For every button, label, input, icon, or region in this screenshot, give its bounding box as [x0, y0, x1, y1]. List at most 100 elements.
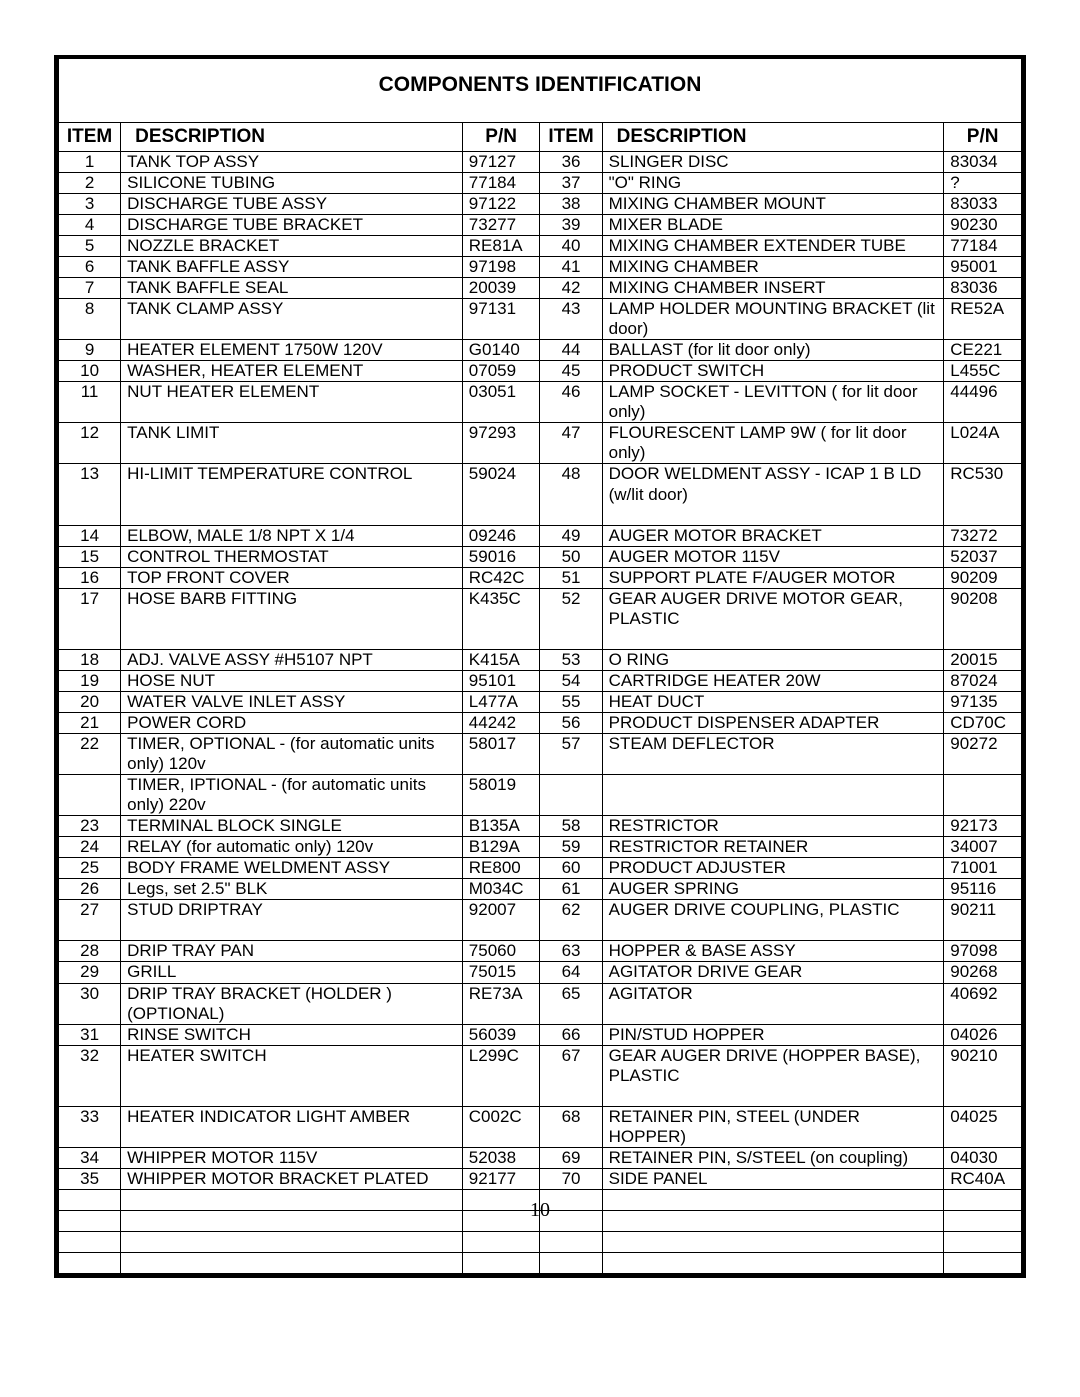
table-row: 27STUD DRIPTRAY9200762AUGER DRIVE COUPLI…	[59, 900, 1022, 941]
item-desc: TANK TOP ASSY	[121, 151, 463, 172]
item-pn: 97135	[944, 691, 1022, 712]
table-row: 1TANK TOP ASSY9712736SLINGER DISC83034	[59, 151, 1022, 172]
item-pn: L299C	[462, 1045, 540, 1106]
header-row: ITEM DESCRIPTION P/N ITEM DESCRIPTION P/…	[59, 122, 1022, 151]
item-num: 69	[540, 1147, 602, 1168]
table-row: 8TANK CLAMP ASSY9713143LAMP HOLDER MOUNT…	[59, 299, 1022, 340]
item-num: 59	[540, 837, 602, 858]
table-row: 31RINSE SWITCH5603966PIN/STUD HOPPER0402…	[59, 1024, 1022, 1045]
table-row: 7TANK BAFFLE SEAL2003942MIXING CHAMBER I…	[59, 278, 1022, 299]
components-table: COMPONENTS IDENTIFICATION ITEM DESCRIPTI…	[58, 59, 1022, 1274]
item-pn: 83034	[944, 151, 1022, 172]
item-desc: AUGER MOTOR 115V	[602, 546, 944, 567]
header-item-left: ITEM	[59, 122, 121, 151]
item-desc: TANK BAFFLE SEAL	[121, 278, 463, 299]
item-num: 13	[59, 464, 121, 525]
item-desc: PRODUCT ADJUSTER	[602, 858, 944, 879]
item-desc: Legs, set 2.5" BLK	[121, 879, 463, 900]
item-desc: MIXING CHAMBER INSERT	[602, 278, 944, 299]
table-border: COMPONENTS IDENTIFICATION ITEM DESCRIPTI…	[54, 55, 1026, 1278]
item-num: 22	[59, 733, 121, 774]
item-pn: L024A	[944, 423, 1022, 464]
item-pn: 20015	[944, 649, 1022, 670]
item-num: 7	[59, 278, 121, 299]
table-row: 10WASHER, HEATER ELEMENT0705945PRODUCT S…	[59, 361, 1022, 382]
item-pn: 71001	[944, 858, 1022, 879]
item-num: 2	[59, 172, 121, 193]
item-num: 30	[59, 983, 121, 1024]
table-row: 20WATER VALVE INLET ASSYL477A55HEAT DUCT…	[59, 691, 1022, 712]
item-pn: 44496	[944, 382, 1022, 423]
item-desc: DRIP TRAY BRACKET (HOLDER )(OPTIONAL)	[121, 983, 463, 1024]
item-pn: RC530	[944, 464, 1022, 525]
table-row: 30DRIP TRAY BRACKET (HOLDER )(OPTIONAL)R…	[59, 983, 1022, 1024]
item-desc	[602, 775, 944, 816]
item-num: 65	[540, 983, 602, 1024]
table-row: 13HI-LIMIT TEMPERATURE CONTROL5902448DOO…	[59, 464, 1022, 525]
item-num: 6	[59, 257, 121, 278]
item-pn: 59016	[462, 546, 540, 567]
item-desc: GEAR AUGER DRIVE (HOPPER BASE), PLASTIC	[602, 1045, 944, 1106]
table-row: 29GRILL7501564AGITATOR DRIVE GEAR90268	[59, 962, 1022, 983]
item-pn: 03051	[462, 382, 540, 423]
item-num: 41	[540, 257, 602, 278]
item-desc: HOSE BARB FITTING	[121, 588, 463, 649]
item-pn: 97198	[462, 257, 540, 278]
item-pn: RE81A	[462, 235, 540, 256]
table-row: 14ELBOW, MALE 1/8 NPT X 1/40924649AUGER …	[59, 525, 1022, 546]
item-desc: HOSE NUT	[121, 670, 463, 691]
item-pn: 52038	[462, 1147, 540, 1168]
item-num: 32	[59, 1045, 121, 1106]
header-desc-left: DESCRIPTION	[121, 122, 463, 151]
item-desc: AUGER SPRING	[602, 879, 944, 900]
item-pn: RE52A	[944, 299, 1022, 340]
item-desc: FLOURESCENT LAMP 9W ( for lit door only)	[602, 423, 944, 464]
item-desc: GRILL	[121, 962, 463, 983]
item-num: 66	[540, 1024, 602, 1045]
table-row: 18ADJ. VALVE ASSY #H5107 NPTK415A53O RIN…	[59, 649, 1022, 670]
item-num: 64	[540, 962, 602, 983]
table-row: 3DISCHARGE TUBE ASSY9712238MIXING CHAMBE…	[59, 193, 1022, 214]
item-pn: 75015	[462, 962, 540, 983]
item-desc: O RING	[602, 649, 944, 670]
item-pn: B129A	[462, 837, 540, 858]
item-num: 11	[59, 382, 121, 423]
item-desc: MIXING CHAMBER EXTENDER TUBE	[602, 235, 944, 256]
item-num: 28	[59, 941, 121, 962]
item-pn: 75060	[462, 941, 540, 962]
item-num: 20	[59, 691, 121, 712]
table-row: 9HEATER ELEMENT 1750W 120VG014044BALLAST…	[59, 340, 1022, 361]
item-pn: 90272	[944, 733, 1022, 774]
item-desc: TANK BAFFLE ASSY	[121, 257, 463, 278]
item-pn: 90209	[944, 567, 1022, 588]
table-row: 17HOSE BARB FITTINGK435C52GEAR AUGER DRI…	[59, 588, 1022, 649]
item-desc: STUD DRIPTRAY	[121, 900, 463, 941]
item-desc: RETAINER PIN, S/STEEL (on coupling)	[602, 1147, 944, 1168]
item-desc: SLINGER DISC	[602, 151, 944, 172]
item-num: 5	[59, 235, 121, 256]
item-desc: DRIP TRAY PAN	[121, 941, 463, 962]
item-num: 4	[59, 214, 121, 235]
page: COMPONENTS IDENTIFICATION ITEM DESCRIPTI…	[0, 0, 1080, 1397]
item-num: 67	[540, 1045, 602, 1106]
item-desc: MIXING CHAMBER	[602, 257, 944, 278]
item-pn: K415A	[462, 649, 540, 670]
item-pn: CE221	[944, 340, 1022, 361]
item-pn: 58017	[462, 733, 540, 774]
item-num: 60	[540, 858, 602, 879]
item-desc: NUT HEATER ELEMENT	[121, 382, 463, 423]
item-num	[59, 775, 121, 816]
item-desc: AUGER MOTOR BRACKET	[602, 525, 944, 546]
item-num: 18	[59, 649, 121, 670]
item-desc: HI-LIMIT TEMPERATURE CONTROL	[121, 464, 463, 525]
item-pn: 97098	[944, 941, 1022, 962]
item-num: 24	[59, 837, 121, 858]
item-pn: 73277	[462, 214, 540, 235]
item-num: 35	[59, 1168, 121, 1189]
item-pn: 04030	[944, 1147, 1022, 1168]
item-num: 33	[59, 1106, 121, 1147]
item-num: 8	[59, 299, 121, 340]
item-desc: TOP FRONT COVER	[121, 567, 463, 588]
item-pn: G0140	[462, 340, 540, 361]
item-pn: 92007	[462, 900, 540, 941]
